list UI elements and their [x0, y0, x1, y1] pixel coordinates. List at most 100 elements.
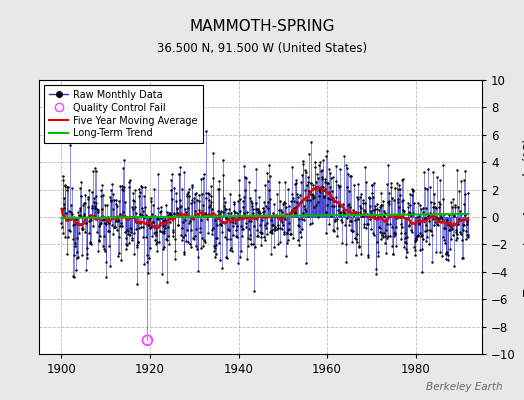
Point [394, 196, 402, 202]
Point [149, 202, 157, 209]
Point [381, 250, 390, 256]
Point [126, 232, 135, 238]
Point [451, 227, 460, 233]
Point [306, 197, 314, 203]
Point [348, 207, 357, 214]
Point [272, 214, 281, 220]
Point [128, 237, 136, 243]
Point [116, 211, 124, 218]
Point [209, 150, 217, 157]
Point [215, 256, 224, 263]
Point [303, 197, 311, 204]
Point [58, 206, 66, 212]
Point [270, 243, 278, 250]
Point [458, 222, 467, 228]
Point [347, 239, 356, 246]
Point [308, 190, 316, 197]
Point [374, 214, 382, 220]
Point [149, 218, 158, 225]
Point [226, 246, 235, 253]
Point [77, 192, 85, 199]
Point [263, 170, 271, 176]
Point [244, 242, 252, 249]
Point [441, 240, 450, 246]
Point [164, 224, 172, 230]
Point [446, 246, 454, 252]
Point [271, 224, 280, 230]
Point [379, 198, 387, 204]
Point [314, 198, 322, 205]
Point [361, 200, 369, 206]
Point [363, 221, 371, 227]
Point [451, 202, 459, 209]
Point [287, 198, 296, 204]
Point [360, 224, 368, 230]
Point [93, 206, 102, 213]
Point [324, 180, 332, 187]
Point [88, 189, 96, 196]
Point [112, 197, 121, 204]
Point [350, 212, 358, 218]
Point [433, 218, 442, 224]
Point [282, 240, 291, 247]
Point [108, 215, 116, 221]
Point [198, 234, 206, 241]
Point [405, 209, 413, 215]
Point [60, 195, 69, 202]
Point [333, 216, 341, 222]
Point [238, 226, 246, 232]
Point [187, 244, 195, 250]
Point [119, 184, 128, 190]
Point [346, 173, 355, 180]
Point [447, 204, 456, 210]
Point [349, 228, 357, 235]
Point [290, 209, 299, 215]
Point [426, 183, 434, 190]
Point [241, 174, 249, 180]
Point [246, 198, 255, 204]
Point [140, 215, 148, 222]
Point [251, 244, 259, 250]
Point [121, 212, 129, 219]
Point [62, 184, 71, 190]
Point [118, 209, 127, 215]
Point [163, 279, 171, 285]
Point [253, 227, 261, 233]
Point [200, 237, 209, 243]
Point [356, 190, 365, 197]
Point [445, 220, 454, 226]
Point [377, 202, 386, 208]
Point [428, 231, 436, 238]
Point [165, 210, 173, 216]
Point [100, 233, 108, 240]
Point [454, 220, 462, 227]
Point [276, 224, 284, 231]
Point [155, 222, 163, 228]
Point [315, 193, 323, 199]
Point [106, 194, 114, 200]
Point [385, 201, 394, 208]
Point [420, 169, 428, 176]
Point [381, 232, 390, 239]
Point [428, 259, 436, 266]
Point [61, 182, 69, 188]
Point [258, 212, 267, 219]
Point [118, 186, 126, 192]
Point [299, 210, 307, 216]
Point [368, 182, 376, 188]
Point [127, 234, 136, 241]
Point [356, 194, 364, 200]
Point [370, 202, 379, 209]
Point [261, 182, 270, 188]
Point [88, 205, 96, 211]
Point [236, 254, 245, 260]
Point [190, 194, 198, 201]
Point [124, 228, 133, 234]
Point [162, 202, 170, 208]
Point [210, 244, 219, 251]
Point [387, 194, 396, 201]
Point [143, 337, 151, 344]
Point [409, 187, 417, 194]
Point [87, 240, 95, 247]
Point [445, 212, 453, 218]
